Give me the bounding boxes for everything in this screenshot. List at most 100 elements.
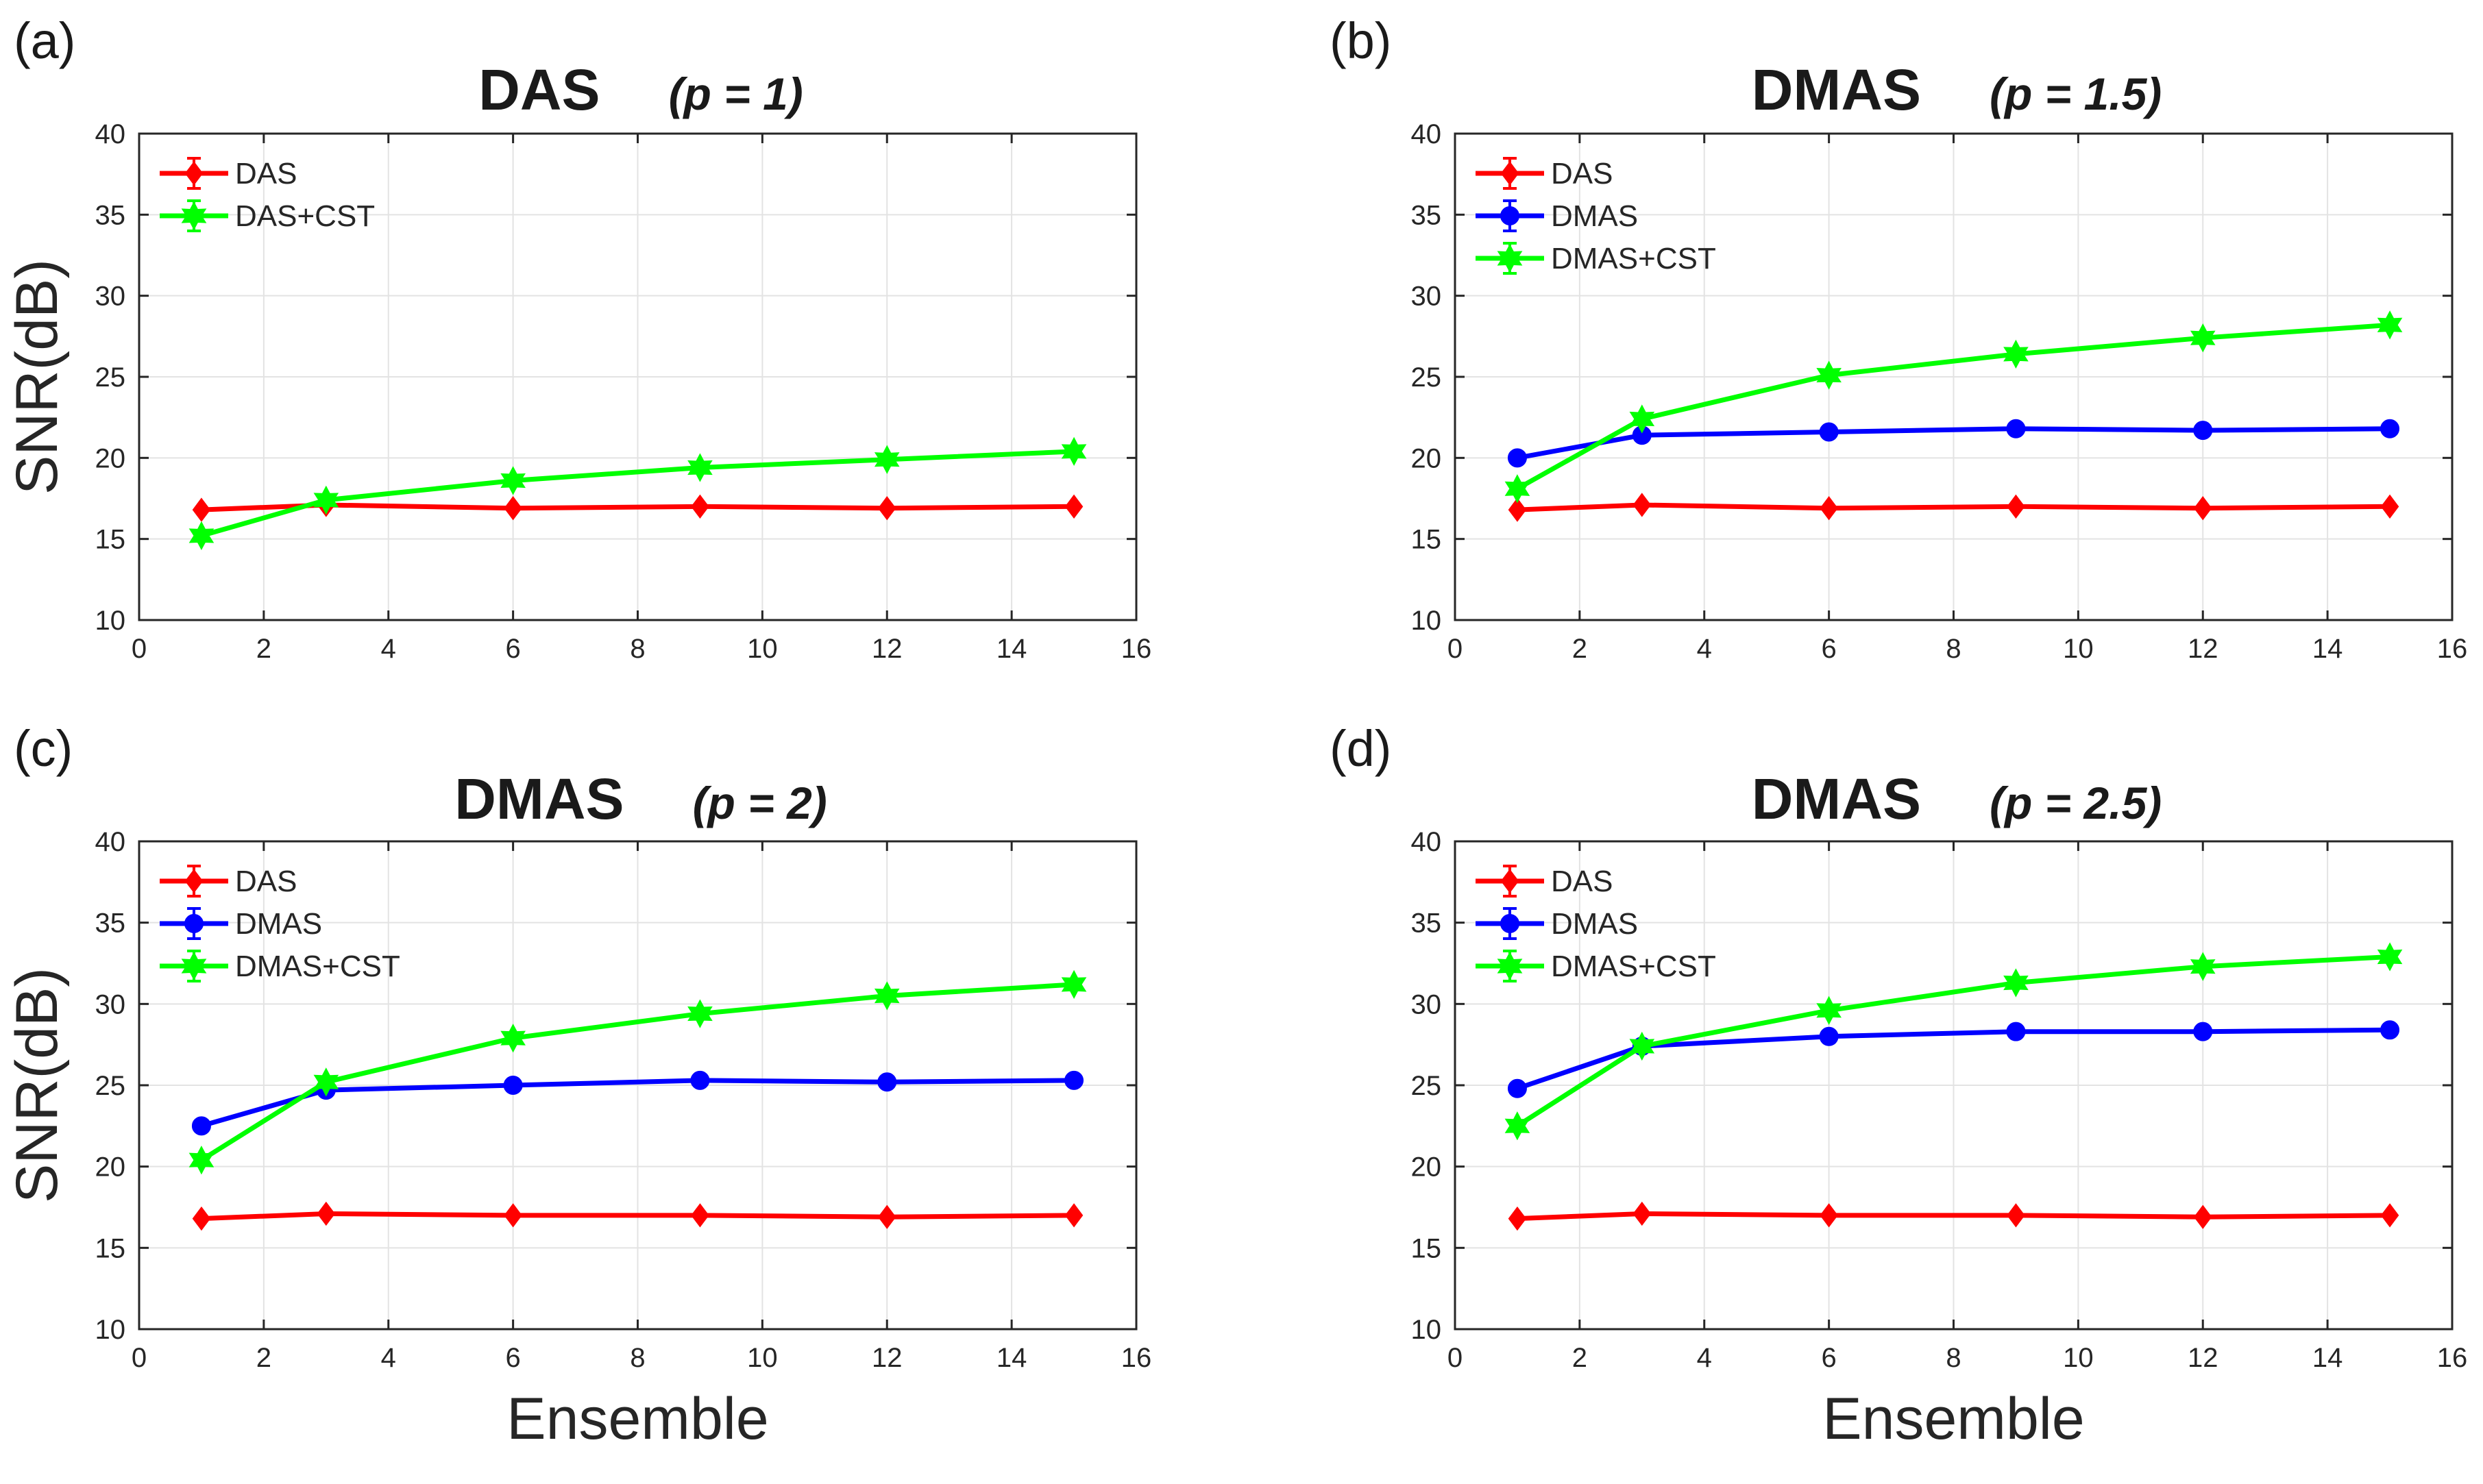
data-point bbox=[1632, 493, 1652, 517]
x-tick-label: 4 bbox=[1697, 634, 1712, 664]
y-tick-label: 10 bbox=[1411, 1315, 1442, 1345]
data-point bbox=[313, 485, 339, 515]
x-tick-label: 6 bbox=[506, 634, 521, 664]
chart-title-subtitle: (p = 2.5) bbox=[1990, 778, 2162, 828]
legend-marker bbox=[181, 951, 207, 981]
x-tick-label: 6 bbox=[506, 1343, 521, 1373]
legend: DAS DMAS DMAS+CST bbox=[1476, 865, 1716, 983]
legend-label: DMAS bbox=[1551, 907, 1638, 941]
x-tick-label: 16 bbox=[1121, 634, 1152, 664]
series-line bbox=[201, 1211, 1075, 1222]
data-point bbox=[192, 1206, 211, 1231]
chart-title-subtitle: (p = 1) bbox=[669, 69, 803, 119]
chart-panel-b: (b) DMAS (p = 1.5) 0 2 4 6 8 10 12 14 16 10 15 20 25 30 3… bbox=[1330, 12, 2467, 664]
legend-label: DMAS bbox=[1551, 199, 1638, 233]
data-point bbox=[503, 1076, 523, 1095]
data-point bbox=[878, 496, 896, 521]
legend-label: DMAS+CST bbox=[235, 950, 400, 983]
legend: DAS DMAS DMAS+CST bbox=[1476, 157, 1716, 275]
data-point bbox=[1819, 422, 1839, 442]
data-point bbox=[2193, 1022, 2213, 1041]
data-point bbox=[2003, 968, 2029, 998]
series-dmas-cst bbox=[188, 969, 1087, 1175]
y-tick-label: 30 bbox=[95, 282, 126, 312]
data-point bbox=[1507, 1078, 1527, 1098]
y-tick-label: 10 bbox=[95, 606, 126, 636]
legend-marker bbox=[1500, 206, 1519, 225]
y-tick-label: 40 bbox=[95, 827, 126, 857]
x-tick-label: 2 bbox=[256, 1343, 271, 1373]
x-tick-label: 16 bbox=[2437, 1343, 2468, 1373]
data-point bbox=[2194, 1204, 2212, 1229]
data-point bbox=[2007, 1203, 2025, 1228]
y-tick-label: 10 bbox=[1411, 606, 1442, 636]
y-tick-label: 15 bbox=[95, 1233, 126, 1263]
legend-label: DAS+CST bbox=[235, 199, 375, 233]
series-line bbox=[1516, 1027, 2390, 1091]
x-tick-label: 10 bbox=[747, 1343, 778, 1373]
chart-title-main: DAS bbox=[478, 58, 600, 122]
data-point bbox=[2380, 1020, 2400, 1040]
panel-label: (c) bbox=[14, 720, 73, 777]
data-point bbox=[2380, 494, 2399, 519]
x-tick-label: 14 bbox=[996, 1343, 1027, 1373]
x-tick-label: 8 bbox=[1946, 1343, 1961, 1373]
x-tick-label: 14 bbox=[2312, 634, 2343, 664]
data-point bbox=[1508, 497, 1527, 522]
x-tick-label: 2 bbox=[256, 634, 271, 664]
y-axis-label: SNR(dB) bbox=[4, 259, 70, 495]
y-tick-label: 25 bbox=[95, 1071, 126, 1101]
y-tick-label: 30 bbox=[95, 989, 126, 1019]
series-line bbox=[1517, 1211, 2390, 1222]
x-tick-label: 8 bbox=[630, 1343, 645, 1373]
panel-label: (b) bbox=[1330, 12, 1391, 69]
legend-marker bbox=[184, 869, 204, 893]
x-tick-label: 10 bbox=[2063, 1343, 2094, 1373]
data-point bbox=[1064, 1070, 1084, 1090]
data-point bbox=[878, 1204, 896, 1229]
x-tick-label: 8 bbox=[630, 634, 645, 664]
data-point bbox=[1064, 1203, 1084, 1228]
data-point bbox=[687, 999, 713, 1028]
series-dmas-cst bbox=[1504, 942, 2403, 1141]
data-point bbox=[2380, 419, 2400, 438]
series-das-cst bbox=[188, 436, 1087, 551]
chart-panel-d: (d) DMAS (p = 2.5) 0 2 4 6 8 10 12 14 16 10 15 20 25 30 3… bbox=[1330, 720, 2467, 1452]
data-point bbox=[2006, 419, 2026, 438]
data-point bbox=[1629, 1031, 1655, 1061]
data-point bbox=[2006, 1022, 2026, 1041]
x-tick-label: 0 bbox=[132, 634, 147, 664]
chart-title-subtitle: (p = 2) bbox=[693, 778, 827, 828]
data-point bbox=[1504, 474, 1530, 504]
x-axis-label: Ensemble bbox=[506, 1386, 768, 1452]
panel-label: (d) bbox=[1330, 720, 1391, 777]
x-tick-label: 16 bbox=[1121, 1343, 1152, 1373]
data-point bbox=[1064, 494, 1084, 519]
series-dmas-cst bbox=[1504, 310, 2403, 504]
x-tick-label: 10 bbox=[2063, 634, 2094, 664]
y-tick-label: 15 bbox=[1411, 525, 1442, 555]
x-tick-label: 16 bbox=[2437, 634, 2468, 664]
data-point bbox=[874, 981, 900, 1011]
data-point bbox=[1819, 1026, 1839, 1046]
y-tick-label: 40 bbox=[1411, 827, 1442, 857]
data-point bbox=[687, 453, 713, 482]
chart-title-main: DMAS bbox=[1752, 767, 1921, 831]
data-point bbox=[504, 1203, 522, 1228]
data-point bbox=[192, 497, 211, 522]
x-tick-label: 12 bbox=[872, 634, 903, 664]
legend-marker bbox=[184, 914, 204, 933]
x-tick-label: 2 bbox=[1572, 1343, 1587, 1373]
data-point bbox=[1629, 404, 1655, 434]
y-tick-label: 35 bbox=[1411, 908, 1442, 939]
data-point bbox=[313, 1067, 339, 1097]
y-tick-label: 20 bbox=[95, 1152, 126, 1183]
y-tick-label: 25 bbox=[95, 362, 126, 393]
x-tick-label: 14 bbox=[996, 634, 1027, 664]
x-tick-label: 12 bbox=[2188, 1343, 2218, 1373]
data-point bbox=[2377, 310, 2403, 340]
x-tick-label: 4 bbox=[381, 1343, 396, 1373]
x-tick-label: 0 bbox=[1447, 1343, 1463, 1373]
data-point bbox=[690, 1070, 710, 1090]
legend-label: DAS bbox=[1551, 865, 1613, 898]
